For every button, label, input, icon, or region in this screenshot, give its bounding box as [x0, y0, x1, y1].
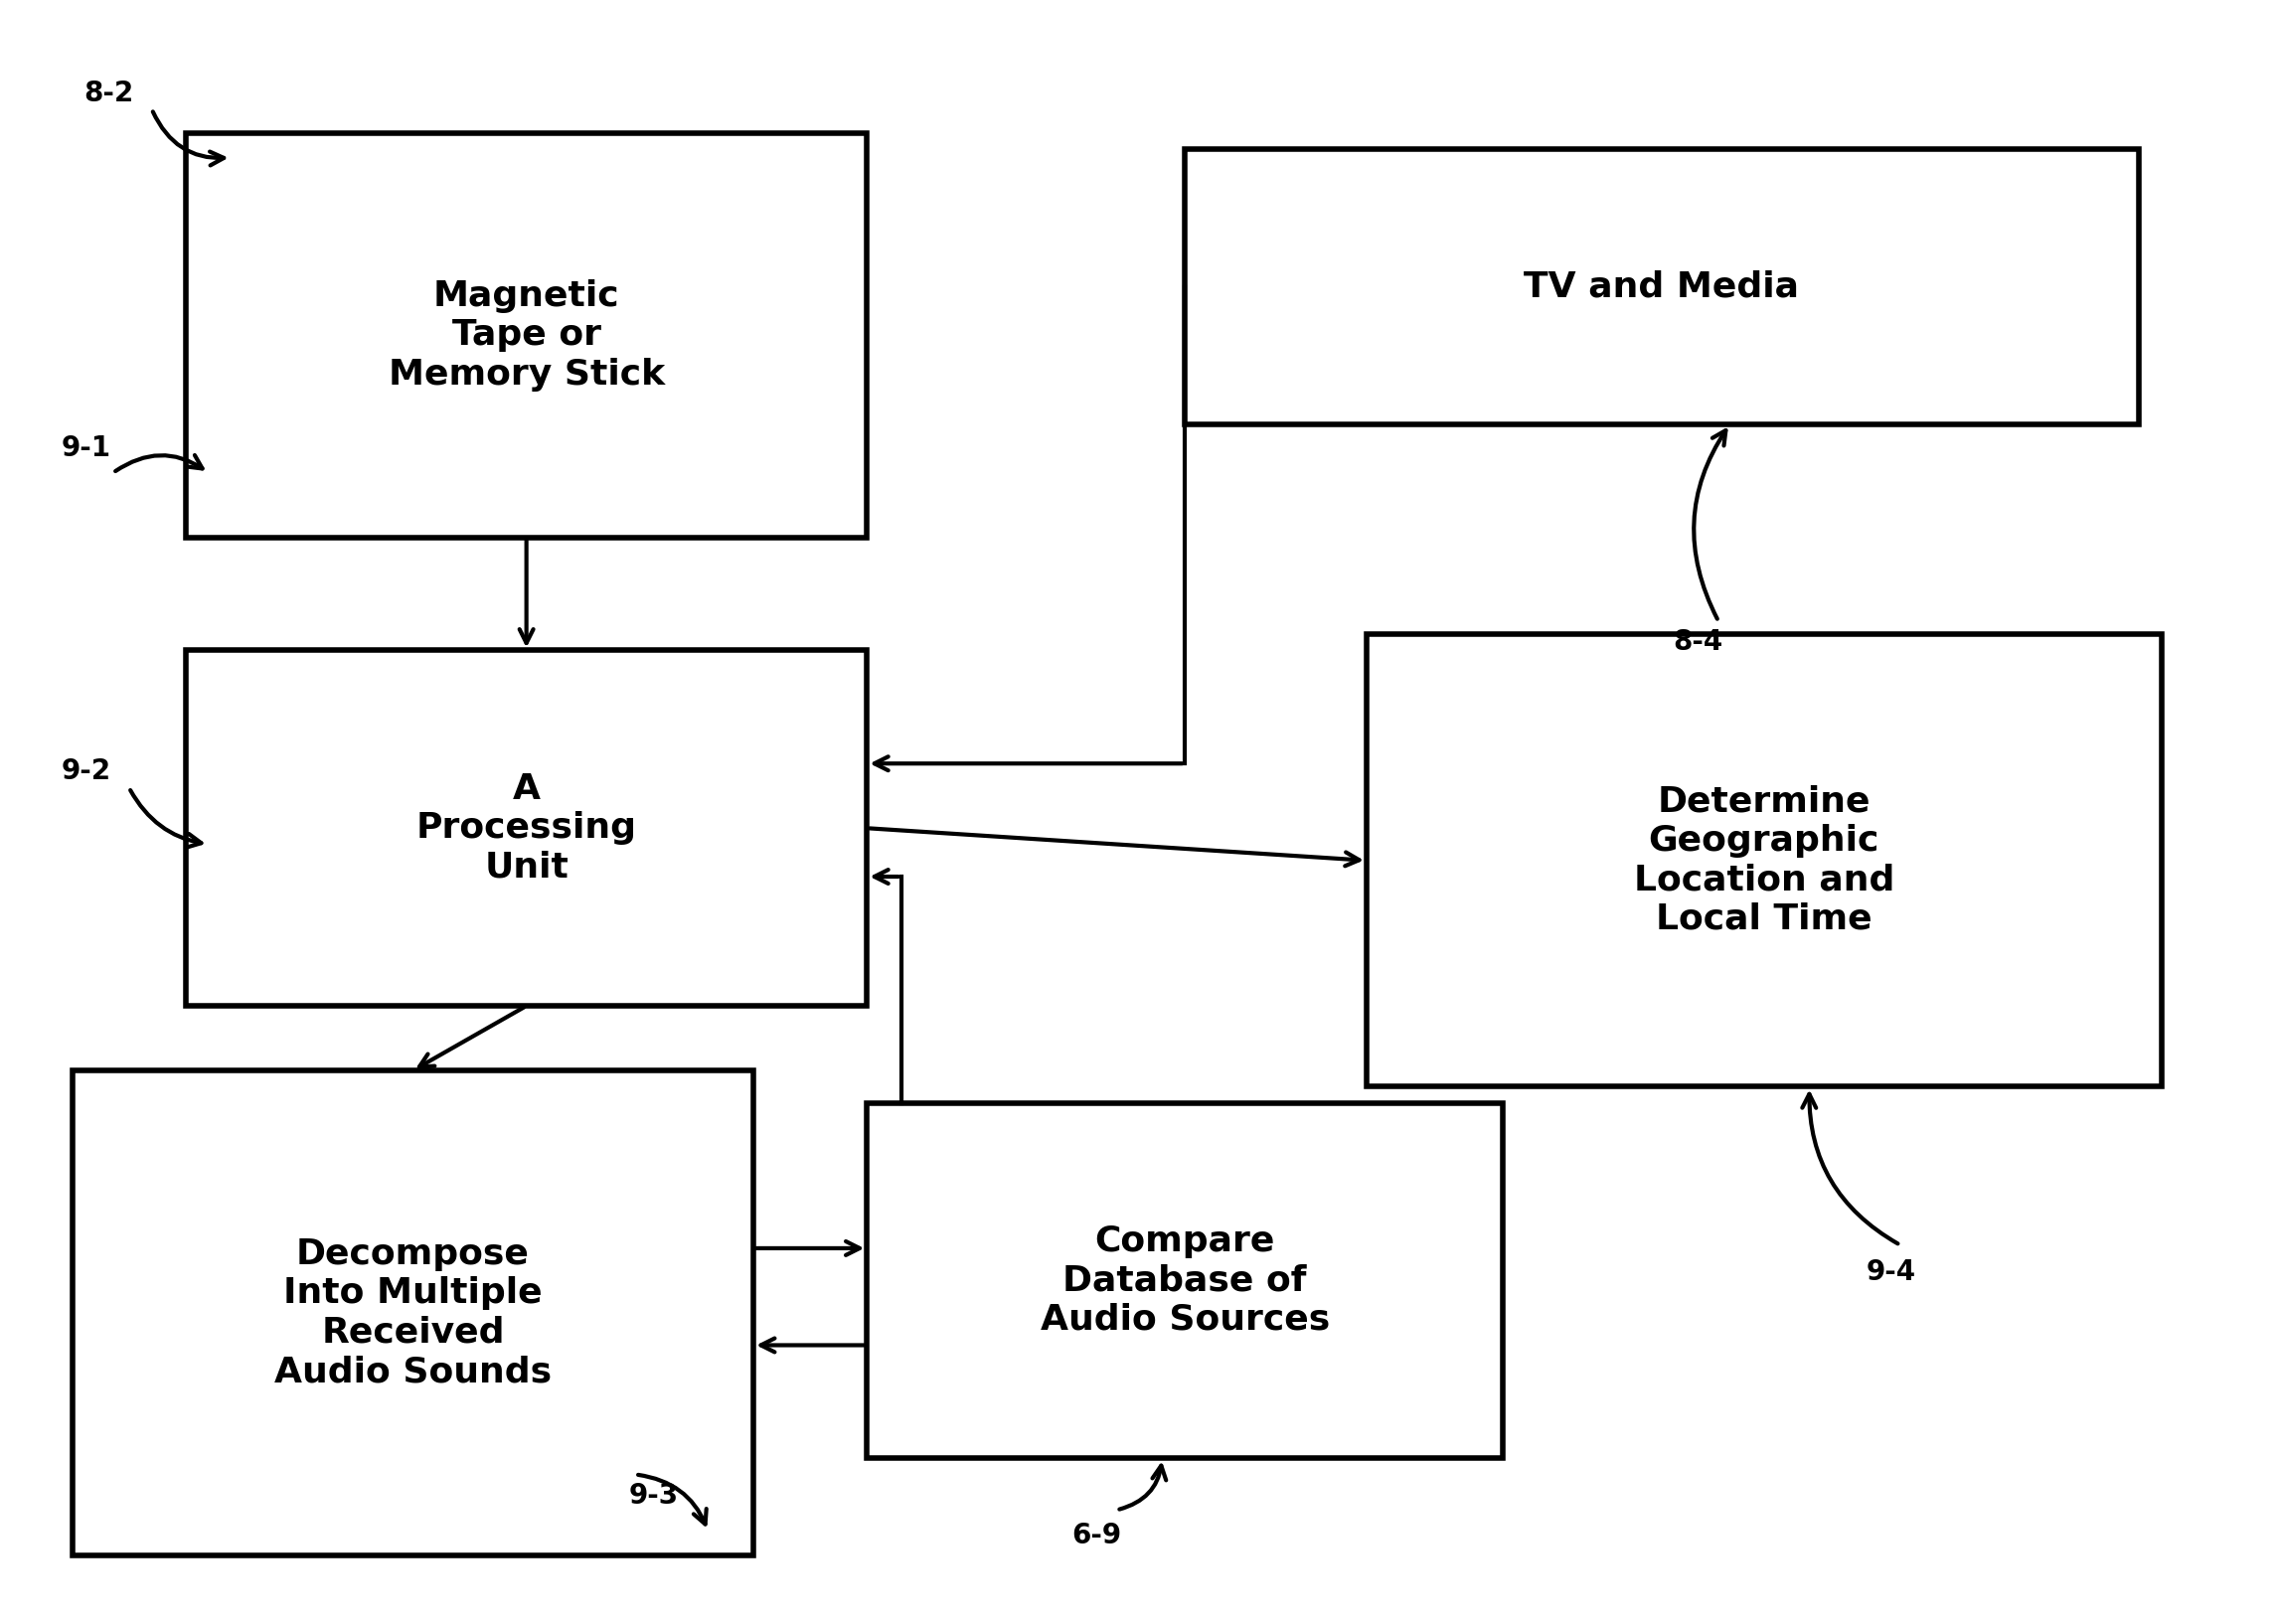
Text: 8-4: 8-4: [1673, 628, 1723, 656]
Text: Compare
Database of
Audio Sources: Compare Database of Audio Sources: [1039, 1224, 1329, 1337]
Bar: [1367, 635, 2160, 1086]
Bar: [187, 651, 866, 1005]
Text: 9-1: 9-1: [62, 435, 112, 463]
Text: 8-2: 8-2: [84, 80, 134, 107]
Text: 9-4: 9-4: [1867, 1259, 1917, 1286]
Text: TV and Media: TV and Media: [1525, 270, 1800, 304]
Text: A
Processing
Unit: A Processing Unit: [417, 771, 636, 883]
Bar: [1185, 149, 2138, 424]
Bar: [73, 1070, 754, 1556]
Bar: [187, 133, 866, 538]
Bar: [866, 1103, 1502, 1458]
Text: Determine
Geographic
Location and
Local Time: Determine Geographic Location and Local …: [1634, 784, 1894, 935]
Text: Decompose
Into Multiple
Received
Audio Sounds: Decompose Into Multiple Received Audio S…: [273, 1237, 552, 1389]
Text: 9-2: 9-2: [62, 758, 112, 786]
Text: Magnetic
Tape or
Memory Stick: Magnetic Tape or Memory Stick: [387, 279, 665, 391]
Text: 6-9: 6-9: [1071, 1522, 1121, 1549]
Text: 9-3: 9-3: [629, 1481, 679, 1509]
